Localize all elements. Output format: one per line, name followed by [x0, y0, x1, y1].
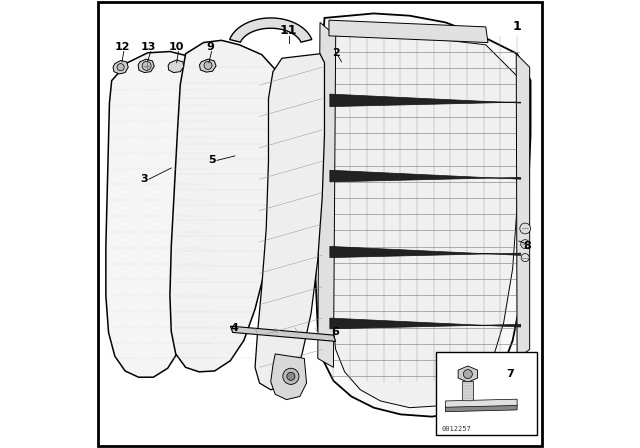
- Text: 13: 13: [141, 42, 157, 52]
- Polygon shape: [317, 22, 336, 367]
- Text: 9: 9: [206, 42, 214, 52]
- Polygon shape: [316, 13, 531, 417]
- Text: 4: 4: [231, 323, 239, 333]
- Polygon shape: [113, 60, 128, 74]
- Polygon shape: [330, 246, 521, 258]
- Polygon shape: [330, 94, 521, 107]
- Polygon shape: [445, 405, 517, 412]
- Text: 6: 6: [332, 327, 340, 337]
- Circle shape: [463, 370, 472, 379]
- Text: 1: 1: [513, 20, 522, 34]
- Circle shape: [520, 223, 531, 234]
- Polygon shape: [330, 318, 521, 329]
- Polygon shape: [463, 381, 473, 403]
- Polygon shape: [255, 54, 324, 390]
- Text: 11: 11: [280, 24, 298, 37]
- Polygon shape: [329, 20, 488, 43]
- Polygon shape: [445, 399, 517, 407]
- Polygon shape: [516, 54, 530, 358]
- Circle shape: [117, 64, 124, 71]
- Circle shape: [287, 372, 295, 380]
- Circle shape: [521, 254, 529, 262]
- Text: 8: 8: [523, 241, 531, 250]
- Polygon shape: [168, 60, 184, 73]
- Polygon shape: [330, 170, 521, 182]
- Circle shape: [204, 61, 212, 69]
- Polygon shape: [200, 59, 216, 72]
- Polygon shape: [271, 354, 307, 400]
- Text: 5: 5: [208, 155, 216, 165]
- Text: 7: 7: [506, 369, 515, 379]
- Circle shape: [283, 368, 299, 384]
- Text: 12: 12: [114, 42, 130, 52]
- Polygon shape: [138, 59, 154, 73]
- Polygon shape: [230, 326, 336, 341]
- Text: 2: 2: [332, 48, 340, 58]
- Text: 3: 3: [141, 174, 148, 184]
- Polygon shape: [170, 40, 284, 372]
- Polygon shape: [106, 52, 216, 377]
- Text: 0012257: 0012257: [442, 426, 472, 432]
- Polygon shape: [329, 27, 522, 408]
- FancyBboxPatch shape: [99, 2, 541, 446]
- Polygon shape: [230, 18, 312, 42]
- Polygon shape: [436, 352, 538, 435]
- Circle shape: [521, 240, 530, 249]
- Polygon shape: [458, 366, 477, 382]
- Text: 10: 10: [169, 42, 184, 52]
- Circle shape: [142, 61, 151, 70]
